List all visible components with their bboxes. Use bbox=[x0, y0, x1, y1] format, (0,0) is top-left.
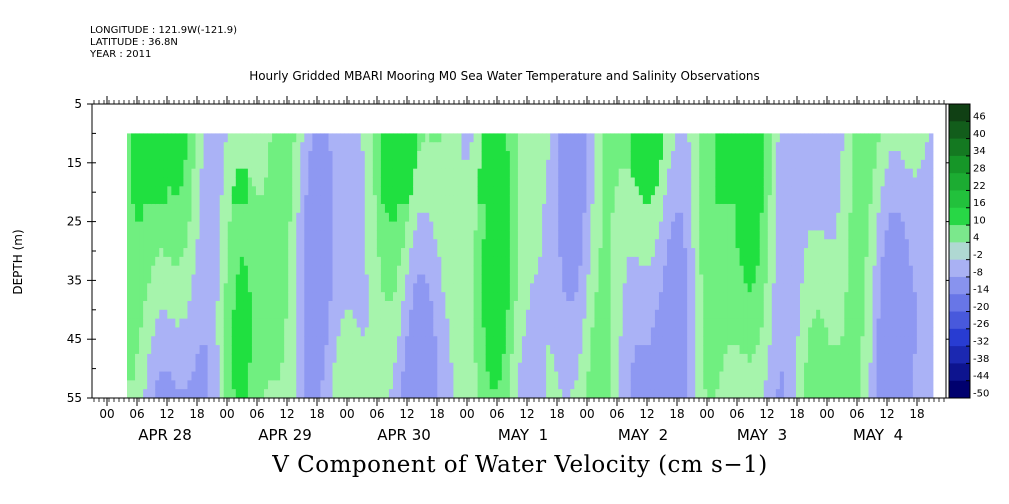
y-tick-label: 35 bbox=[67, 273, 82, 287]
y-tick-label: 25 bbox=[67, 215, 82, 229]
x-tick-label: 00 bbox=[819, 407, 834, 421]
x-tick-label: 12 bbox=[279, 407, 294, 421]
colorbar-label: -8 bbox=[973, 267, 983, 278]
colorbar-label: -26 bbox=[973, 319, 989, 330]
x-tick-label: 06 bbox=[249, 407, 264, 421]
x-tick-label: 00 bbox=[699, 407, 714, 421]
x-tick-label: 06 bbox=[729, 407, 744, 421]
colorbar-label: 34 bbox=[973, 146, 986, 157]
colorbar-label: 28 bbox=[973, 164, 986, 175]
x-tick-label: 06 bbox=[609, 407, 624, 421]
x-day-label: MAY 4 bbox=[853, 426, 903, 444]
colorbar-band bbox=[949, 190, 970, 209]
x-day-label: MAY 1 bbox=[498, 426, 548, 444]
colorbar-band bbox=[949, 328, 970, 347]
colorbar-band bbox=[949, 138, 970, 157]
x-tick-label: 00 bbox=[459, 407, 474, 421]
x-day-label: MAY 2 bbox=[618, 426, 668, 444]
y-tick-label: 5 bbox=[74, 97, 82, 111]
colorbar-label: -14 bbox=[973, 285, 989, 296]
colorbar-label: -20 bbox=[973, 302, 989, 313]
colorbar-band bbox=[949, 242, 970, 261]
x-tick-label: 12 bbox=[519, 407, 534, 421]
x-tick-label: 18 bbox=[309, 407, 324, 421]
colorbar-label: -38 bbox=[973, 354, 989, 365]
colorbar-band bbox=[949, 173, 970, 191]
x-tick-label: 12 bbox=[159, 407, 174, 421]
colorbar-band bbox=[949, 225, 970, 243]
x-tick-label: 18 bbox=[429, 407, 444, 421]
colorbar-band bbox=[949, 363, 970, 382]
y-tick-label: 55 bbox=[67, 391, 82, 405]
x-tick-label: 18 bbox=[669, 407, 684, 421]
x-tick-label: 06 bbox=[489, 407, 504, 421]
colorbar-label: 16 bbox=[973, 198, 986, 209]
x-axis-label: V Component of Water Velocity (cm s−1) bbox=[272, 452, 768, 478]
colorbar-band bbox=[949, 380, 970, 399]
colorbar-band bbox=[949, 311, 970, 330]
colorbar-band bbox=[949, 121, 970, 140]
x-tick-label: 00 bbox=[579, 407, 594, 421]
x-tick-label: 12 bbox=[399, 407, 414, 421]
colorbar-band bbox=[949, 104, 970, 122]
x-tick-label: 00 bbox=[219, 407, 234, 421]
x-tick-label: 00 bbox=[339, 407, 354, 421]
x-tick-label: 06 bbox=[369, 407, 384, 421]
colorbar-label: -32 bbox=[973, 336, 989, 347]
colorbar-band bbox=[949, 276, 970, 295]
colorbar-label: 10 bbox=[973, 215, 986, 226]
y-tick-label: 45 bbox=[67, 332, 82, 346]
x-tick-label: 18 bbox=[909, 407, 924, 421]
colorbar-band bbox=[949, 207, 970, 226]
colorbar-label: 40 bbox=[973, 129, 986, 140]
colorbar-band bbox=[949, 294, 970, 313]
latitude-label: LATITUDE : 36.8N bbox=[90, 37, 178, 48]
x-tick-label: 06 bbox=[849, 407, 864, 421]
x-tick-label: 12 bbox=[639, 407, 654, 421]
x-tick-label: 06 bbox=[129, 407, 144, 421]
colorbar-band bbox=[949, 155, 970, 174]
x-day-label: MAY 3 bbox=[737, 426, 787, 444]
colorbar-label: 22 bbox=[973, 181, 986, 192]
x-tick-label: 18 bbox=[549, 407, 564, 421]
x-tick-label: 18 bbox=[189, 407, 204, 421]
chart-title: Hourly Gridded MBARI Mooring M0 Sea Wate… bbox=[249, 69, 760, 83]
year-label: YEAR : 2011 bbox=[90, 49, 152, 60]
colorbar-band bbox=[949, 259, 970, 278]
x-tick-label: 00 bbox=[99, 407, 114, 421]
x-tick-label: 18 bbox=[789, 407, 804, 421]
x-day-label: APR 28 bbox=[138, 426, 192, 444]
colorbar-label: 46 bbox=[973, 112, 986, 123]
colorbar-label: 4 bbox=[973, 233, 979, 244]
x-tick-label: 12 bbox=[879, 407, 894, 421]
x-day-label: APR 29 bbox=[258, 426, 312, 444]
colorbar-label: -44 bbox=[973, 371, 989, 382]
y-tick-label: 15 bbox=[67, 156, 82, 170]
heatmap-field bbox=[127, 133, 934, 399]
longitude-label: LONGITUDE : 121.9W(-121.9) bbox=[90, 25, 237, 36]
x-day-label: APR 30 bbox=[377, 426, 431, 444]
colorbar-label: -2 bbox=[973, 250, 983, 261]
colorbar-frame bbox=[948, 103, 971, 399]
x-tick-label: 12 bbox=[759, 407, 774, 421]
colorbar-band bbox=[949, 346, 970, 364]
colorbar-label: -50 bbox=[973, 388, 989, 399]
